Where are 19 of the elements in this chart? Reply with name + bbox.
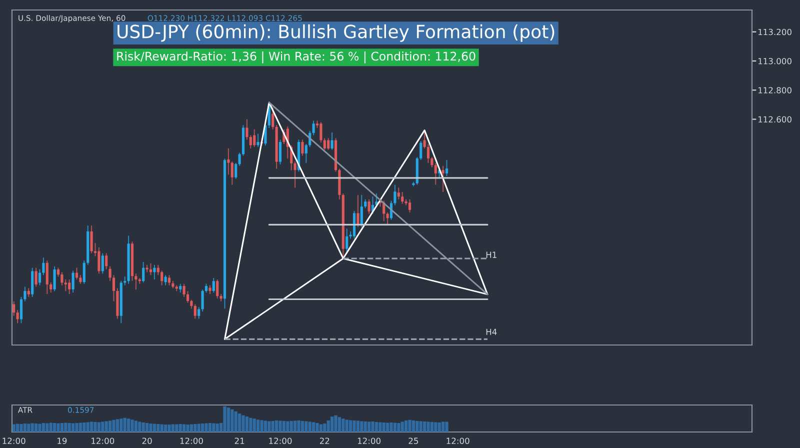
- text: USD-JPY (60min): Bullish Gartley Formation (pot): [118, 24, 554, 42]
- x-tick-label: 12:00: [269, 438, 292, 444]
- x-tick-label: 12:00: [446, 438, 470, 444]
- y-tick-label: 113.200: [758, 28, 792, 36]
- x-tick-label: 12:00: [180, 438, 203, 444]
- y-tick-label: 112.600: [758, 116, 792, 123]
- x-tick-label: 19: [58, 438, 67, 444]
- annotation: H4: [486, 328, 497, 335]
- text: Risk/Reward-Ratio: 1,36 | Win Rate: 56 % | Condition: 112,60: [117, 51, 476, 64]
- x-tick-label: 25: [408, 438, 418, 444]
- annotation: H1: [486, 252, 496, 258]
- y-tick-label: 112.800: [758, 87, 792, 94]
- x-tick-label: 21: [234, 438, 244, 444]
- x-tick-label: 12:00: [2, 438, 26, 444]
- x-tick-label: 12:00: [358, 438, 381, 444]
- x-tick-label: 22: [320, 438, 330, 444]
- x-tick-label: 12:00: [92, 438, 114, 444]
- x-tick-label: 20: [142, 438, 152, 444]
- y-tick-label: 113.000: [758, 58, 792, 64]
